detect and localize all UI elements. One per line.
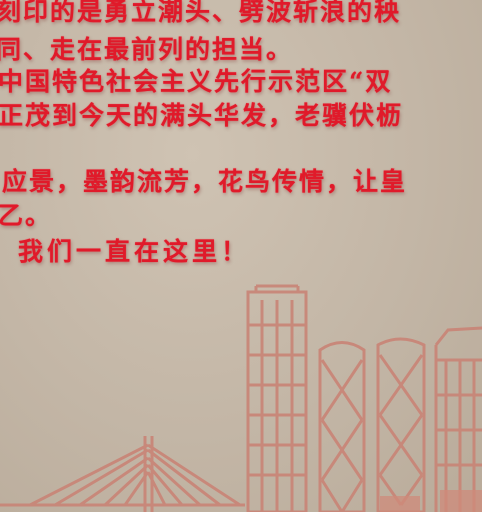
tiered-tower <box>436 328 482 512</box>
lattice-tower-2 <box>378 339 424 512</box>
lattice-tower-1 <box>320 343 364 512</box>
low-buildings <box>380 490 482 512</box>
grid-tower <box>248 286 306 512</box>
cable-bridge <box>0 436 245 512</box>
